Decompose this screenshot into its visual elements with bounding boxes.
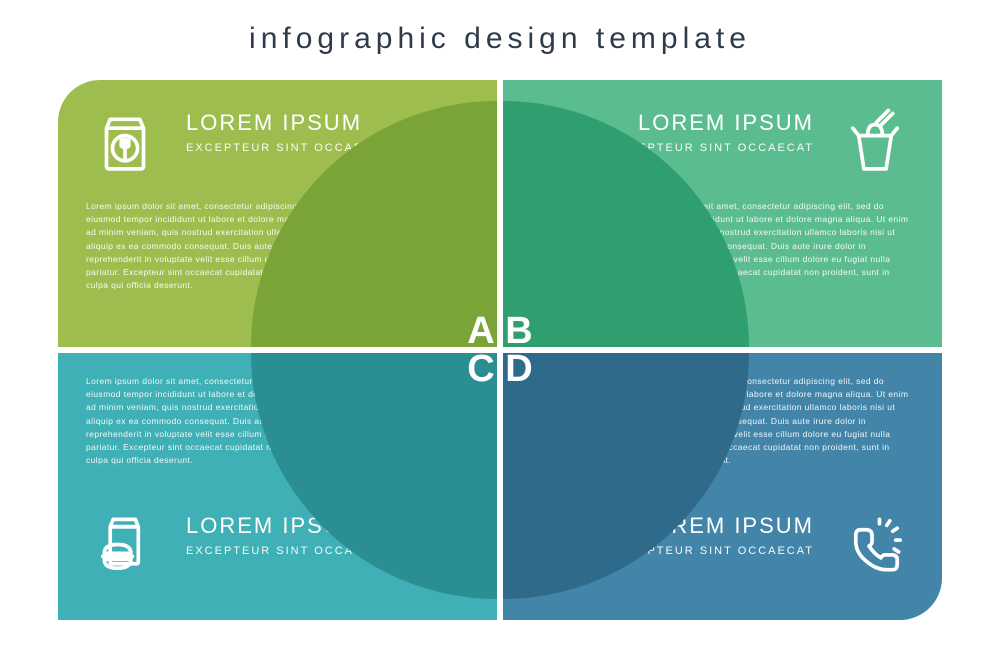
panel-d: Lorem ipsum dolor sit amet, consectetur …	[503, 353, 942, 620]
panel-c-badge: C	[451, 353, 497, 399]
noodle-box-icon	[832, 100, 918, 186]
food-ordering-call-icon	[832, 503, 918, 589]
panel-a-letter: A	[467, 310, 494, 348]
panel-a-heading: LOREM IPSUM	[186, 110, 391, 136]
panel-c-letter: C	[467, 353, 494, 391]
panel-b-badge: B	[503, 301, 549, 347]
panel-b-letter: B	[505, 310, 532, 348]
panel-grid: LOREM IPSUM EXCEPTEUR SINT OCCAECAT Lore…	[58, 80, 942, 620]
food-bag-fork-icon	[82, 100, 168, 186]
page: infographic design template LOREM IPSUM …	[0, 0, 1000, 667]
panel-c: Lorem ipsum dolor sit amet, consectetur …	[58, 353, 497, 620]
panel-d-letter: D	[505, 353, 532, 391]
panel-b-heading: LOREM IPSUM	[609, 110, 814, 136]
panel-d-badge: D	[503, 353, 549, 399]
bag-burger-icon	[82, 503, 168, 589]
page-title: infographic design template	[0, 22, 1000, 56]
panel-a: LOREM IPSUM EXCEPTEUR SINT OCCAECAT Lore…	[58, 80, 497, 347]
panel-b: LOREM IPSUM EXCEPTEUR SINT OCCAECAT Lore…	[503, 80, 942, 347]
panel-a-badge: A	[451, 301, 497, 347]
